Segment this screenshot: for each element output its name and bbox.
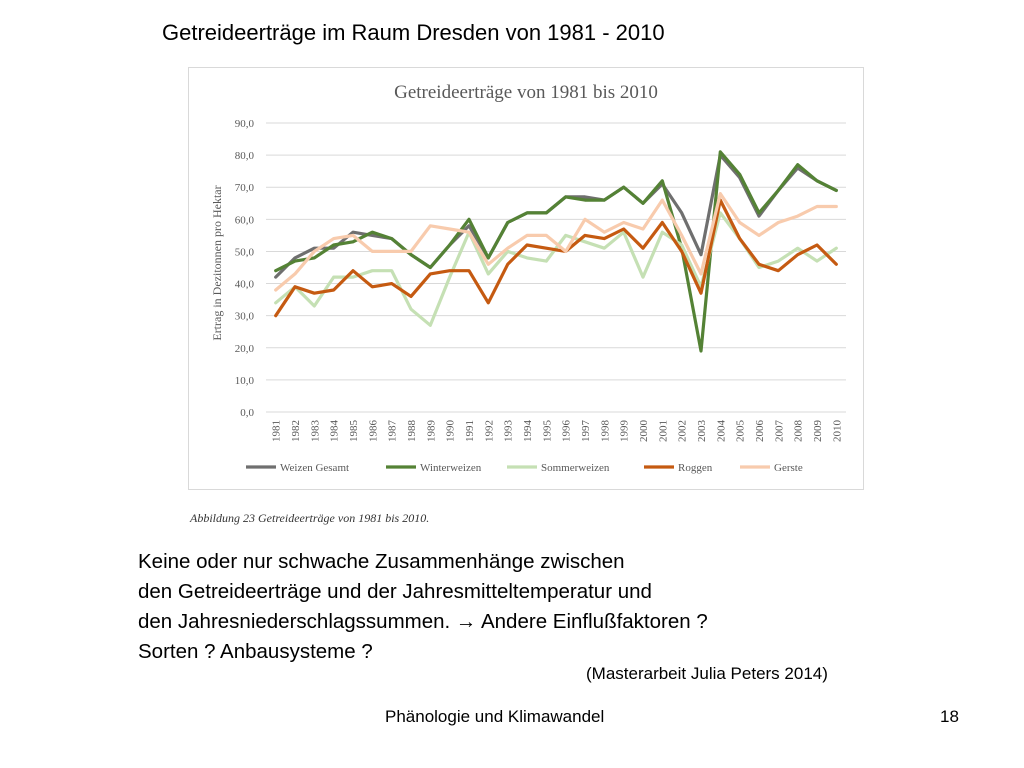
x-tick-label: 1994 (522, 420, 534, 443)
y-axis-label: Ertrag in Dezitonnen pro Hektar (210, 185, 224, 340)
x-tick-label: 1988 (406, 420, 418, 443)
x-tick-label: 2002 (677, 420, 689, 442)
x-tick-label: 2000 (638, 420, 650, 443)
citation: (Masterarbeit Julia Peters 2014) (586, 664, 828, 683)
chart-container: Getreideerträge von 1981 bis 2010 Ertrag… (188, 67, 864, 490)
x-tick-label: 1986 (367, 420, 379, 443)
x-tick-label: 2004 (715, 420, 727, 443)
line-chart: Getreideerträge von 1981 bis 2010 Ertrag… (210, 82, 846, 474)
series-line-roggen (274, 198, 838, 318)
x-tick-label: 1990 (445, 420, 457, 443)
x-tick-label: 1982 (290, 420, 302, 442)
chart-title: Getreideerträge von 1981 bis 2010 (394, 82, 658, 103)
legend-label: Winterweizen (420, 462, 482, 474)
x-tick-label: 1995 (541, 420, 553, 443)
body-text: Keine oder nur schwache Zusammenhänge zw… (138, 547, 898, 667)
page-number: 18 (940, 707, 959, 726)
x-tick-label: 1997 (580, 420, 592, 443)
x-tick-label: 1983 (309, 420, 321, 443)
body-line: Keine oder nur schwache Zusammenhänge zw… (138, 550, 625, 573)
y-tick-label: 60,0 (235, 214, 255, 226)
body-line: den Jahresniederschlagssummen. → Andere … (138, 610, 708, 633)
y-tick-label: 90,0 (235, 118, 255, 130)
slide-title: Getreideerträge im Raum Dresden von 1981… (162, 20, 665, 45)
x-tick-label: 1993 (503, 420, 515, 443)
y-tick-label: 10,0 (235, 375, 255, 387)
figure-caption: Abbildung 23 Getreideerträge von 1981 bi… (190, 511, 430, 525)
x-tick-label: 1999 (619, 420, 631, 443)
y-tick-label: 50,0 (235, 246, 255, 258)
x-tick-label: 2003 (696, 420, 708, 443)
x-tick-label: 1984 (329, 420, 341, 443)
x-tick-label: 2006 (754, 420, 766, 443)
x-tick-label: 2007 (773, 420, 785, 443)
footer-text: Phänologie und Klimawandel (385, 707, 605, 726)
y-tick-label: 40,0 (235, 279, 255, 291)
x-tick-label: 2005 (735, 420, 747, 443)
x-tick-label: 1991 (464, 420, 476, 442)
x-tick-label: 1981 (271, 420, 283, 442)
y-tick-label: 80,0 (235, 150, 255, 162)
y-tick-label: 20,0 (235, 343, 255, 355)
y-tick-label: 70,0 (235, 182, 255, 194)
body-line: den Getreideerträge und der Jahresmittel… (138, 580, 652, 603)
body-line: Sorten ? Anbausysteme ? (138, 640, 373, 663)
legend-label: Sommerweizen (541, 462, 610, 474)
x-tick-label: 1989 (425, 420, 437, 443)
legend-label: Gerste (774, 462, 803, 474)
x-tick-label: 1998 (599, 420, 611, 443)
x-tick-label: 1985 (348, 420, 360, 443)
x-tick-label: 1992 (483, 420, 495, 442)
x-tick-label: 1996 (561, 420, 573, 443)
x-tick-label: 1987 (387, 420, 399, 443)
series-line-gerste (274, 191, 838, 292)
x-tick-label: 2001 (657, 420, 669, 442)
y-tick-label: 0,0 (240, 407, 254, 419)
legend-label: Weizen Gesamt (280, 462, 349, 474)
x-tick-label: 2008 (793, 420, 805, 443)
legend-label: Roggen (678, 462, 713, 474)
y-tick-label: 30,0 (235, 311, 255, 323)
x-tick-label: 2010 (831, 420, 843, 443)
x-tick-label: 2009 (812, 420, 824, 443)
series-line-winterweizen (274, 150, 838, 353)
